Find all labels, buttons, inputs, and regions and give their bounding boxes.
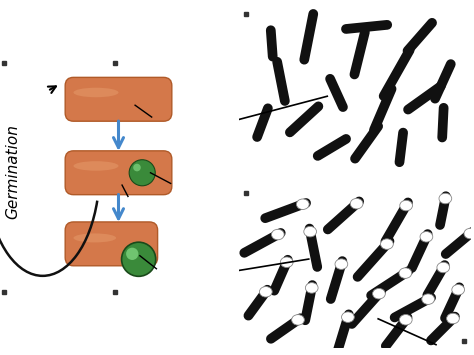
Ellipse shape <box>259 286 272 297</box>
Ellipse shape <box>437 262 450 273</box>
Ellipse shape <box>296 199 309 209</box>
Ellipse shape <box>381 239 393 249</box>
Ellipse shape <box>400 315 412 325</box>
Ellipse shape <box>400 200 412 211</box>
FancyBboxPatch shape <box>65 151 172 195</box>
Ellipse shape <box>420 231 433 242</box>
Circle shape <box>126 248 138 260</box>
Ellipse shape <box>73 161 118 171</box>
Ellipse shape <box>350 198 363 209</box>
Ellipse shape <box>272 229 284 240</box>
Ellipse shape <box>373 289 385 299</box>
Ellipse shape <box>305 283 318 293</box>
Ellipse shape <box>447 313 459 324</box>
Ellipse shape <box>452 284 465 295</box>
Text: Germination: Germination <box>6 124 20 219</box>
FancyBboxPatch shape <box>65 77 172 121</box>
Ellipse shape <box>439 193 452 204</box>
Ellipse shape <box>399 268 412 278</box>
Ellipse shape <box>422 294 435 305</box>
Ellipse shape <box>292 315 304 325</box>
Ellipse shape <box>464 228 474 239</box>
Circle shape <box>121 242 155 276</box>
Circle shape <box>129 160 155 186</box>
Ellipse shape <box>304 226 317 237</box>
Ellipse shape <box>280 257 293 267</box>
Ellipse shape <box>73 88 118 97</box>
Ellipse shape <box>342 312 354 322</box>
FancyBboxPatch shape <box>65 222 157 266</box>
Ellipse shape <box>73 234 116 242</box>
Ellipse shape <box>335 259 348 269</box>
Circle shape <box>133 164 141 171</box>
